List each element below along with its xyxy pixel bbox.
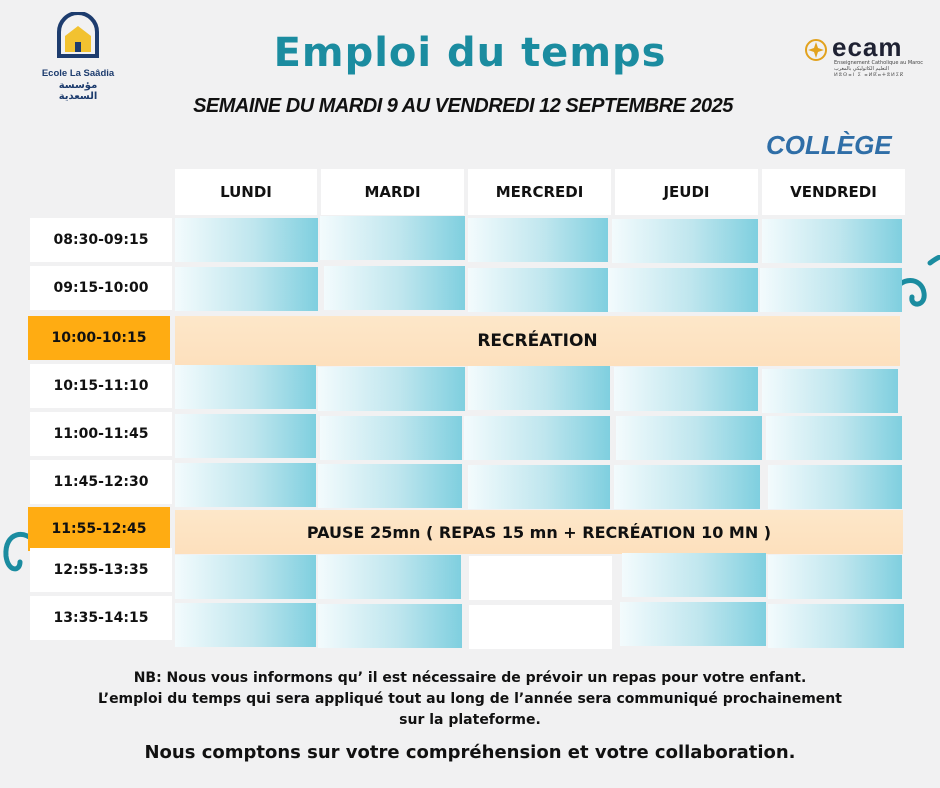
partner-brand: ecam [832, 32, 903, 62]
partner-tagline-2: ⵍⵓⵙⴰⵏ ⵉ ⴰⵍⴽⴰⵜⵓⵍⵉⴽ [834, 72, 905, 78]
schedule-cell [620, 602, 766, 646]
time-slot: 11:45-12:30 [30, 460, 172, 504]
partner-logo: ecam Enseignement Catholique au Maroc ال… [800, 32, 928, 80]
day-header-mercredi: MERCREDI [468, 169, 611, 215]
day-header-vendredi: VENDREDI [762, 169, 905, 215]
schedule-cell [768, 465, 902, 509]
time-slot-break: 10:00-10:15 [28, 316, 170, 360]
time-slot: 08:30-09:15 [30, 218, 172, 262]
schedule-cell [318, 604, 462, 648]
schedule-cell [318, 555, 461, 599]
schedule-cell [468, 465, 610, 509]
schedule-cell [468, 366, 610, 410]
schedule-cell [612, 219, 758, 263]
day-header-jeudi: JEUDI [615, 169, 758, 215]
time-slot: 09:15-10:00 [30, 266, 172, 310]
schedule-cell [468, 268, 608, 312]
schedule-cell [762, 369, 898, 413]
schedule-cell [622, 553, 766, 597]
schedule-cell [175, 463, 316, 507]
day-header-mardi: MARDI [321, 169, 464, 215]
time-slot: 10:15-11:10 [30, 364, 172, 408]
star-cross-icon [805, 39, 827, 61]
note-line-2: L’emploi du temps qui sera appliqué tout… [98, 691, 842, 707]
schedule-cell [768, 604, 904, 648]
note-line-1: NB: Nous vous informons qu’ il est néces… [133, 670, 807, 686]
schedule-cell [766, 416, 902, 460]
schedule-cell [175, 555, 316, 599]
schedule-cell [760, 268, 902, 312]
week-subtitle: SEMAINE DU MARDI 9 AU VENDREDI 12 SEPTEM… [193, 95, 733, 117]
closing-message: Nous comptons sur votre compréhension et… [144, 742, 796, 763]
schedule-cell [175, 267, 318, 311]
school-logo: Ecole La Saâdia مؤسسة السعدية [38, 11, 118, 102]
schedule-cell [324, 266, 465, 310]
note-line-3: sur la plateforme. [399, 712, 541, 728]
school-name: Ecole La Saâdia [41, 68, 115, 79]
schedule-cell-empty [469, 556, 612, 600]
schedule-cell [762, 219, 902, 263]
swirl-decoration-left [3, 532, 39, 572]
school-name-arabic: مؤسسة السعدية [58, 80, 98, 102]
partner-tagline: Enseignement Catholique au Maroc التعليم… [834, 60, 923, 72]
time-slot: 13:35-14:15 [30, 596, 172, 640]
page-title: Emploi du temps [273, 30, 667, 76]
break-band: RECRÉATION [175, 316, 900, 366]
schedule-cell [608, 268, 758, 312]
schedule-cell [318, 367, 465, 411]
time-slot: 11:00-11:45 [30, 412, 172, 456]
schedule-cell [464, 416, 610, 460]
schedule-cell [768, 555, 902, 599]
level-label: COLLÈGE [766, 130, 892, 160]
notes-block: NB: Nous vous informons qu’ il est néces… [0, 668, 940, 731]
schedule-cell [318, 464, 462, 508]
schedule-cell [175, 365, 316, 409]
schedule-cell [320, 216, 465, 260]
schedule-cell [614, 465, 760, 509]
schedule-cell [616, 416, 762, 460]
lunch-band: PAUSE 25mn ( REPAS 15 mn + RECRÉATION 10… [175, 510, 903, 554]
schedule-cell [320, 416, 462, 460]
time-slot: 12:55-13:35 [30, 548, 172, 592]
school-emblem-icon [57, 11, 99, 58]
schedule-cell-empty [469, 605, 612, 649]
time-slot-lunch: 11:55-12:45 [28, 507, 170, 551]
schedule-cell [468, 218, 608, 262]
schedule-cell [614, 367, 758, 411]
schedule-cell [175, 414, 316, 458]
schedule-cell [175, 603, 316, 647]
schedule-cell [175, 218, 318, 262]
day-header-lundi: LUNDI [175, 169, 317, 215]
